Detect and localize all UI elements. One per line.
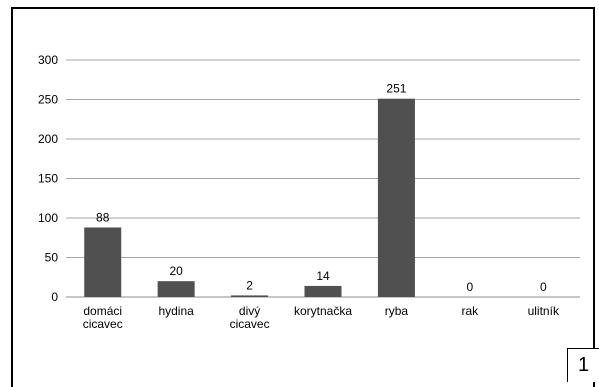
x-category-label: hydina <box>158 304 194 318</box>
page-number: 1 <box>567 348 599 382</box>
y-tick-label: 100 <box>38 211 58 225</box>
x-category-label: cicavec <box>230 317 270 331</box>
y-tick-label: 150 <box>38 172 58 186</box>
x-category-label: domáci <box>83 304 122 318</box>
y-axis-ticks: 0 50 100 150 200 250 300 <box>38 53 58 304</box>
bar <box>157 281 195 297</box>
data-label: 2 <box>246 278 253 292</box>
x-category-label: rak <box>462 304 480 318</box>
data-label: 20 <box>169 264 183 278</box>
gridlines <box>66 59 580 298</box>
data-labels: 88 20 2 14 251 0 0 <box>96 82 547 294</box>
chart-frame <box>11 7 595 387</box>
x-category-label: divý <box>239 304 260 318</box>
y-tick-label: 250 <box>38 93 58 107</box>
y-tick-label: 200 <box>38 132 58 146</box>
x-category-label: korytnačka <box>294 304 352 318</box>
bar <box>84 227 122 297</box>
data-label: 0 <box>467 280 474 294</box>
y-tick-label: 300 <box>38 53 58 67</box>
y-tick-label: 0 <box>51 290 58 304</box>
bar <box>231 295 269 297</box>
bars <box>84 98 415 298</box>
bar <box>304 285 342 297</box>
x-category-label: ulitník <box>528 304 560 318</box>
data-label: 251 <box>386 82 406 96</box>
data-label: 88 <box>96 210 110 224</box>
x-category-label: ryba <box>385 304 409 318</box>
data-label: 14 <box>316 269 330 283</box>
x-category-label: cicavec <box>83 317 123 331</box>
y-tick-label: 50 <box>45 251 59 265</box>
data-label: 0 <box>540 280 547 294</box>
bar <box>377 98 415 298</box>
